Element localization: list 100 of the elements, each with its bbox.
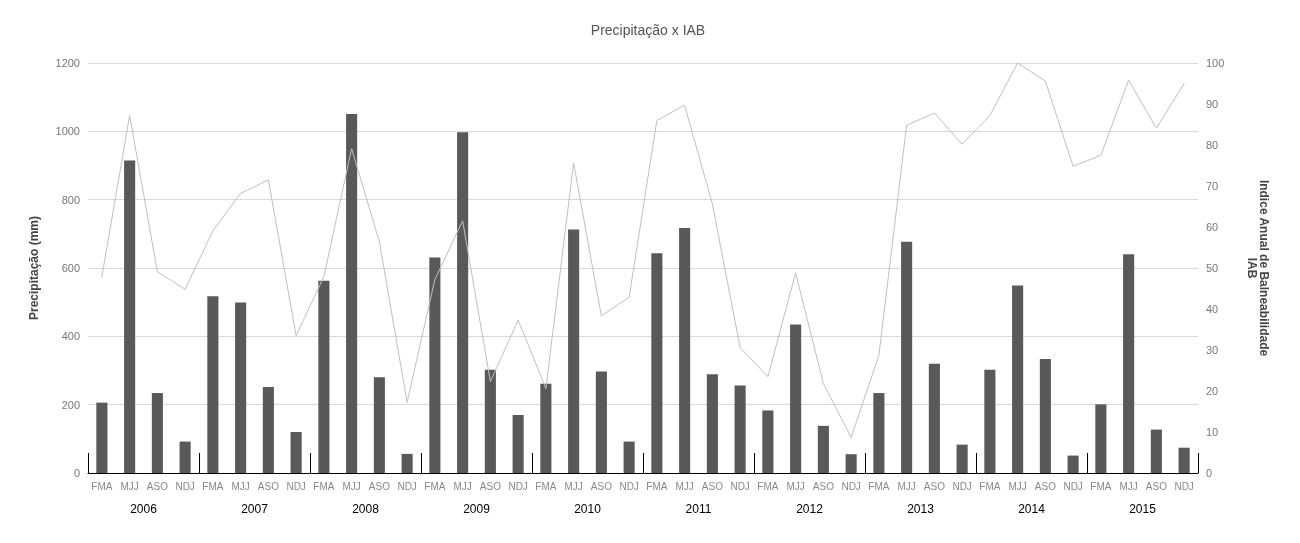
bar — [1095, 404, 1107, 473]
bar — [595, 371, 607, 473]
x-tick-label: NDJ — [619, 480, 639, 492]
bar — [346, 113, 358, 473]
text: 2007 — [241, 502, 269, 516]
bar — [457, 132, 469, 473]
x-tick-label: FMA — [91, 480, 113, 492]
x-tick-label: NDJ — [508, 480, 528, 492]
bar — [484, 369, 496, 473]
y-tick-label: 0 — [73, 467, 80, 479]
bar — [540, 383, 552, 473]
y-tick-label: 600 — [61, 262, 80, 274]
text: 2015 — [1129, 502, 1157, 516]
text: 2010 — [574, 502, 602, 516]
x-tick-label: NDJ — [1174, 480, 1194, 492]
text: 2011 — [685, 502, 712, 516]
y2-tick-label: 60 — [1206, 221, 1219, 233]
x-tick-label: ASO — [479, 480, 502, 492]
y2-tick-label: 40 — [1206, 303, 1219, 315]
bar — [373, 377, 385, 473]
x-tick-label: MJJ — [786, 480, 805, 492]
x-tick-label: ASO — [1034, 480, 1057, 492]
y2-tick-label: 90 — [1206, 98, 1219, 110]
x-tick-label: NDJ — [952, 480, 972, 492]
x-tick-label: ASO — [257, 480, 280, 492]
x-tick-label: MJJ — [342, 480, 361, 492]
bar — [679, 228, 691, 473]
x-tick-label: ASO — [923, 480, 946, 492]
x-tick-label: FMA — [1090, 480, 1112, 492]
bar — [290, 432, 302, 473]
bar — [262, 386, 274, 473]
x-tick-label: NDJ — [730, 480, 750, 492]
bar — [706, 374, 718, 473]
y2-tick-label: 0 — [1206, 467, 1213, 479]
bar — [401, 453, 413, 473]
bar — [817, 425, 829, 473]
x-tick-label: MJJ — [1119, 480, 1138, 492]
y2-tick-label: 30 — [1206, 344, 1219, 356]
x-tick-label: MJJ — [1008, 480, 1027, 492]
bar — [179, 441, 191, 473]
y2-tick-label: 70 — [1206, 180, 1219, 192]
bar — [235, 302, 247, 473]
bar — [96, 402, 108, 473]
x-tick-label: MJJ — [120, 480, 139, 492]
bar — [901, 241, 913, 473]
x-tick-label: MJJ — [675, 480, 694, 492]
y-axis-title: Precipitação (mm) — [27, 215, 41, 321]
x-tick-label: FMA — [313, 480, 335, 492]
bar — [734, 385, 746, 473]
bar — [512, 414, 524, 473]
bar — [429, 257, 441, 473]
text: 2006 — [130, 502, 158, 516]
x-tick-label: MJJ — [231, 480, 250, 492]
y-tick-label: 400 — [61, 330, 80, 343]
bar — [124, 160, 136, 473]
text: 2008 — [352, 502, 380, 516]
bar — [1067, 455, 1079, 473]
x-tick-label: FMA — [868, 480, 890, 492]
bar — [928, 363, 940, 473]
text: 2012 — [796, 502, 824, 516]
x-tick-label: NDJ — [286, 480, 306, 492]
x-tick-label: FMA — [979, 480, 1001, 492]
y2-tick-label: 10 — [1206, 426, 1219, 438]
x-tick-label: ASO — [368, 480, 391, 492]
y-tick-label: 200 — [61, 398, 80, 411]
x-tick-label: NDJ — [841, 480, 861, 492]
x-tick-label: MJJ — [897, 480, 916, 492]
x-tick-label: FMA — [646, 480, 668, 492]
x-tick-label: ASO — [1145, 480, 1168, 492]
bar — [762, 410, 774, 473]
bar — [790, 324, 802, 473]
text: 2013 — [907, 502, 935, 516]
y2-tick-label: 80 — [1206, 139, 1219, 151]
y-tick-label: 800 — [61, 193, 80, 206]
x-tick-label: ASO — [146, 480, 169, 492]
bar — [845, 454, 857, 473]
bar — [1178, 447, 1190, 473]
bar — [1012, 285, 1024, 473]
x-tick-label: FMA — [424, 480, 446, 492]
y-tick-label: 1000 — [55, 125, 80, 138]
y2-tick-label: 20 — [1206, 385, 1219, 397]
text: 2009 — [463, 502, 491, 516]
bar — [318, 280, 330, 473]
x-tick-label: NDJ — [1063, 480, 1083, 492]
bar — [1039, 358, 1051, 473]
x-tick-label: FMA — [202, 480, 224, 492]
x-tick-label: ASO — [812, 480, 835, 492]
bar — [1123, 254, 1135, 473]
bar — [956, 444, 968, 473]
text: 2014 — [1018, 502, 1046, 516]
x-tick-label: ASO — [590, 480, 613, 492]
bar — [151, 393, 163, 473]
bar — [651, 253, 663, 473]
x-tick-label: MJJ — [564, 480, 583, 492]
y2-axis-title: Indice Anual de Balneabilidade IAB — [1245, 179, 1271, 357]
x-tick-label: ASO — [701, 480, 724, 492]
y2-tick-label: 100 — [1206, 57, 1225, 69]
x-tick-label: NDJ — [397, 480, 417, 492]
x-tick-label: FMA — [757, 480, 779, 492]
y-tick-label: 1200 — [55, 57, 80, 69]
